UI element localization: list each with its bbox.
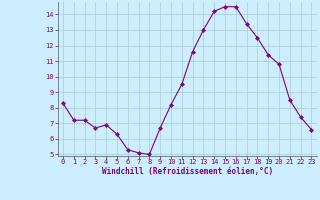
- X-axis label: Windchill (Refroidissement éolien,°C): Windchill (Refroidissement éolien,°C): [102, 167, 273, 176]
